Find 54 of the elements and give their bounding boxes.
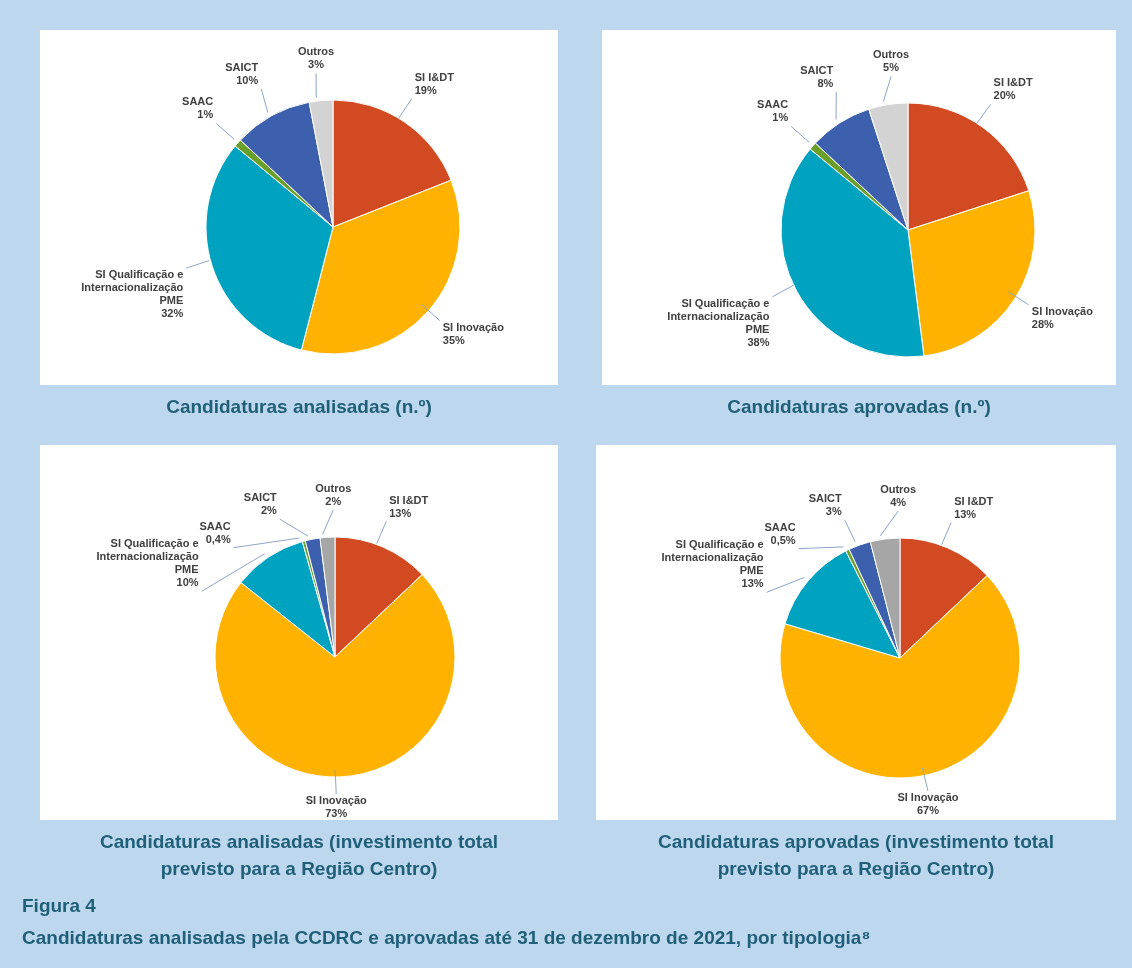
slice-label: SI Inovação bbox=[897, 791, 959, 804]
text: Candidaturas analisadas (n.º) bbox=[165, 395, 433, 419]
data-label: 2% bbox=[260, 504, 278, 517]
data-label: 67% bbox=[916, 804, 940, 817]
data-label: 10% bbox=[176, 576, 199, 589]
data-label: 1% bbox=[197, 108, 214, 121]
data-label: 10% bbox=[236, 73, 259, 86]
data-label: 73% bbox=[325, 806, 348, 819]
data-label: 0,4% bbox=[205, 532, 231, 545]
slice-label: SAAC bbox=[182, 95, 214, 108]
data-label: 20% bbox=[993, 89, 1016, 102]
data-label: 5% bbox=[883, 61, 900, 74]
slice-label: Outros bbox=[880, 483, 917, 496]
slice-label: Outros bbox=[298, 45, 335, 58]
slice-label: SAICT bbox=[808, 492, 843, 505]
text: Candidaturas analisadas pela CCDRC e aprovadas até 31 de dezembro de 2021, por tipologia⁸ bbox=[22, 926, 871, 950]
data-label: 13% bbox=[741, 577, 764, 590]
slice-label: SI Inovação bbox=[305, 793, 368, 806]
data-label: 3% bbox=[825, 505, 842, 518]
text: Figura 4 bbox=[22, 894, 97, 918]
data-label: 38% bbox=[747, 335, 770, 348]
slice-label: SAAC bbox=[757, 98, 789, 111]
slice-label: SI Qualificação e Internacionalização PME bbox=[667, 296, 770, 335]
text: Candidaturas analisadas (investimento total previsto para a Região Centro) bbox=[98, 830, 499, 881]
data-label: 28% bbox=[1031, 317, 1055, 330]
slice-label: SAICT bbox=[225, 60, 259, 73]
slice-label: Outros bbox=[873, 48, 910, 61]
slice-label: SI I&DT bbox=[954, 494, 994, 507]
slice-label: SAICT bbox=[243, 491, 278, 504]
slice-label: SI I&DT bbox=[414, 70, 455, 83]
slice-label: SAAC bbox=[199, 519, 231, 532]
slice-label: SI Inovação bbox=[442, 320, 505, 333]
slice-label: SAAC bbox=[764, 520, 796, 533]
data-label: 13% bbox=[954, 507, 977, 520]
data-label: 13% bbox=[389, 506, 412, 519]
slice-label: SI Qualificação e Internacionalização PME bbox=[81, 268, 184, 307]
slice-label: SI Qualificação e Internacionalização PME bbox=[96, 537, 199, 576]
data-label: 8% bbox=[817, 76, 834, 89]
data-label: 1% bbox=[772, 111, 789, 124]
data-label: 3% bbox=[308, 58, 325, 71]
data-label: 2% bbox=[325, 495, 342, 508]
data-label: 4% bbox=[890, 496, 907, 509]
text: Candidaturas aprovadas (investimento total previsto para a Região Centro) bbox=[657, 830, 1055, 881]
data-label: 19% bbox=[414, 83, 437, 96]
slice-label: SI Inovação bbox=[1031, 304, 1094, 317]
slice-label: SAICT bbox=[800, 63, 834, 76]
text: Candidaturas aprovadas (n.º) bbox=[726, 395, 992, 419]
data-label: 35% bbox=[442, 333, 465, 346]
slice-label: SI Qualificação e Internacionalização PME bbox=[661, 538, 764, 577]
slice-label: SI I&DT bbox=[993, 76, 1033, 89]
data-label: 0,5% bbox=[770, 533, 796, 546]
data-label: 32% bbox=[161, 307, 184, 320]
slice-label: SI I&DT bbox=[389, 493, 429, 506]
slice-label: Outros bbox=[315, 482, 352, 495]
